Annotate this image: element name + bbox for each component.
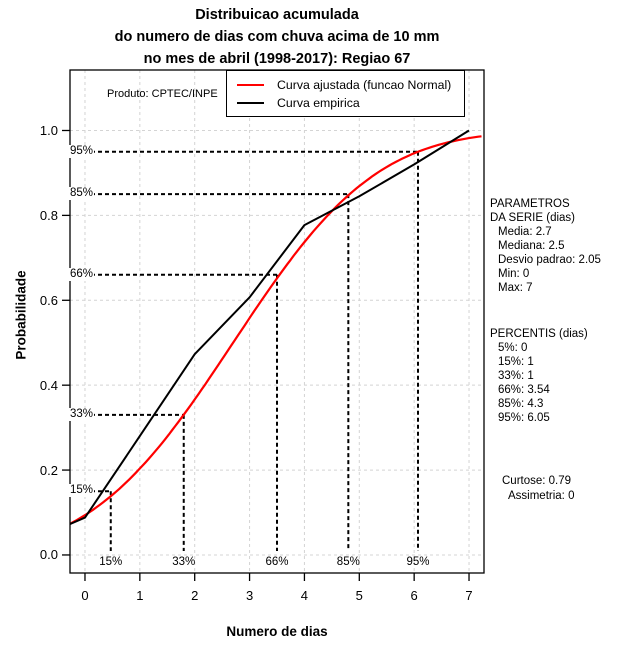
legend: Curva ajustada (funcao Normal) Curva emp… — [226, 70, 465, 117]
legend-item-label: Curva ajustada (funcao Normal) — [277, 77, 452, 92]
y-axis-label: Probabilidade — [13, 270, 29, 360]
percentis-item: 15%: 1 — [498, 356, 534, 368]
plot-border — [69, 69, 485, 574]
percentis-item: 66%: 3.54 — [498, 384, 550, 396]
chart-title-line-2: do numero de dias com chuva acima de 10 … — [114, 29, 440, 45]
x-tick-label: 6 — [410, 588, 418, 603]
producer-label: Produto: CPTEC/INPE — [107, 88, 218, 100]
percentile-left-label: 15% — [56, 484, 94, 498]
series-param-item: Min: 0 — [498, 268, 530, 280]
series-params-header: DA SERIE (dias) — [490, 212, 575, 224]
x-tick-label: 4 — [300, 588, 309, 603]
legend-item-fitted: Curva ajustada (funcao Normal) — [237, 78, 464, 92]
fitted-curve-swatch-icon — [237, 83, 264, 86]
series-param-item: Media: 2.7 — [498, 226, 552, 238]
percentis-item: 95%: 6.05 — [498, 412, 550, 424]
percentis-item: 85%: 4.3 — [498, 398, 544, 410]
x-tick-label: 2 — [191, 588, 199, 603]
kurtosis-value: Curtose: 0.79 — [502, 475, 572, 487]
y-tick-label: 0.6 — [39, 292, 58, 308]
percentile-left-label: 66% — [56, 267, 94, 281]
percentile-left-label: 33% — [56, 407, 94, 421]
legend-item-label: Curva empirica — [277, 95, 360, 110]
percentis-item: 33%: 1 — [498, 370, 534, 382]
percentile-bottom-label: 33% — [172, 556, 196, 568]
y-tick-label: 0.8 — [39, 207, 58, 223]
y-tick-label: 0.2 — [39, 462, 58, 478]
percentile-left-label: 85% — [56, 187, 94, 201]
chart-title-line-1: Distribuicao acumulada — [195, 7, 359, 23]
x-axis-label: Numero de dias — [226, 624, 328, 639]
legend-item-empirical: Curva empirica — [237, 96, 464, 110]
series-param-item: Mediana: 2.5 — [498, 240, 565, 252]
skewness-value: Assimetria: 0 — [508, 490, 575, 502]
y-tick-label: 0.4 — [39, 377, 58, 393]
percentile-bottom-label: 85% — [336, 556, 360, 568]
x-tick-label: 0 — [81, 588, 89, 603]
percentis-item: 5%: 0 — [498, 342, 528, 354]
percentile-bottom-label: 95% — [406, 556, 430, 568]
percentile-left-label: 95% — [56, 144, 94, 158]
series-param-item: Max: 7 — [498, 282, 533, 294]
y-tick-label: 1.0 — [39, 122, 58, 138]
empirical-curve — [69, 129, 470, 525]
percentile-bottom-label: 66% — [265, 556, 289, 568]
x-tick-label: 5 — [355, 588, 363, 603]
y-tick-label: 0.0 — [39, 547, 58, 563]
series-param-item: Desvio padrao: 2.05 — [498, 254, 601, 266]
chart-title: Distribuicao acumulada do numero de dias… — [70, 4, 484, 70]
empirical-curve-swatch-icon — [237, 101, 264, 104]
x-tick-label: 1 — [136, 588, 144, 603]
fitted-curve — [69, 135, 482, 525]
percentis-header: PERCENTIS (dias) — [490, 328, 588, 340]
chart-title-line-3: no mes de abril (1998-2017): Regiao 67 — [143, 51, 411, 67]
series-params-header: PARAMETROS — [490, 198, 570, 210]
x-tick-label: 3 — [245, 588, 254, 603]
percentile-bottom-label: 15% — [99, 556, 123, 568]
x-tick-label: 7 — [465, 588, 473, 603]
